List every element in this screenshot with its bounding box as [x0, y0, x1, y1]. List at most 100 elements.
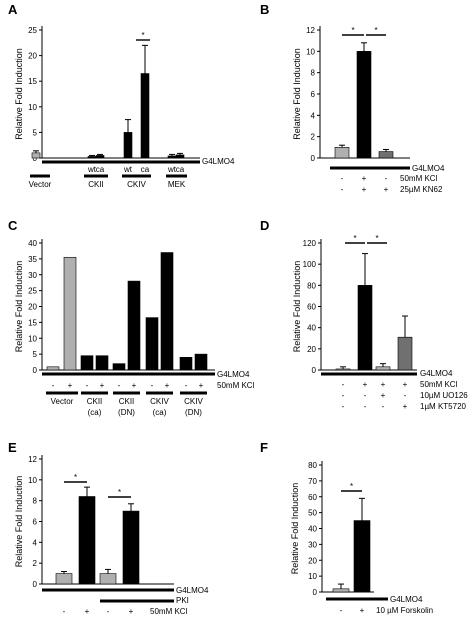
bar [127, 280, 141, 371]
sign-label: - [342, 380, 345, 389]
sign-label: - [63, 607, 66, 616]
y-tick-label: 10 [28, 103, 37, 112]
y-tick-label: 30 [308, 540, 317, 549]
group-bar [180, 391, 207, 395]
row-label: 1µM KT5720 [420, 402, 467, 411]
y-tick-label: 80 [308, 461, 317, 470]
bar [63, 256, 77, 371]
group-label: (DN) [185, 408, 202, 417]
y-tick-label: 15 [28, 318, 37, 327]
variant-label: wt [167, 165, 177, 174]
bar [95, 155, 105, 159]
bar [123, 132, 133, 159]
y-tick-label: 12 [306, 26, 315, 35]
sign-label: - [151, 381, 154, 390]
group-label: (ca) [88, 408, 102, 417]
y-tick-label: 30 [28, 271, 37, 280]
row-label: 50mM KCl [400, 174, 438, 183]
group-label: Vector [51, 397, 74, 406]
pki-bar [100, 599, 174, 603]
row-label: 50mM KCl [217, 381, 255, 390]
y-tick-label: 0 [33, 366, 38, 375]
y-tick-label: 4 [311, 111, 316, 120]
sign-label: - [385, 174, 388, 183]
row-label: G4LMO4 [412, 164, 445, 173]
variant-label: ca [96, 165, 105, 174]
y-tick-label: 20 [28, 52, 37, 61]
sign-label: + [199, 381, 204, 390]
group-bar [84, 174, 108, 178]
bar [167, 155, 177, 159]
bar [160, 252, 174, 371]
sign-label: - [342, 391, 345, 400]
y-tick-label: 12 [28, 455, 37, 464]
group-bar [46, 391, 78, 395]
group-bar [146, 391, 173, 395]
group-bar [30, 174, 50, 178]
bar [99, 573, 117, 585]
y-tick-label: 60 [308, 493, 317, 502]
y-axis-label: Relative Fold Induction [14, 261, 24, 353]
y-tick-label: 20 [308, 556, 317, 565]
row-label: 50mM KCl [420, 380, 458, 389]
bar [78, 496, 96, 585]
y-tick-label: 25 [28, 26, 37, 35]
group-bar [166, 174, 187, 178]
bar [179, 356, 193, 371]
g4lmo4-bar [42, 160, 200, 164]
panel-label-a: A [8, 2, 18, 17]
g4lmo4-bar [42, 588, 174, 592]
sign-label: + [363, 380, 368, 389]
group-label: CKIV [150, 397, 169, 406]
row-label: 25µM KN62 [400, 185, 443, 194]
row-label: G4LMO4 [176, 586, 209, 595]
group-label: CKII [87, 397, 103, 406]
group-bar [81, 391, 108, 395]
row-label: 10 µM Forskolin [376, 606, 433, 615]
significance-star: * [351, 26, 354, 35]
sign-label: - [364, 391, 367, 400]
bar [335, 368, 351, 371]
group-label: CKII [119, 397, 135, 406]
y-tick-label: 0 [311, 154, 316, 163]
sign-label: - [340, 606, 343, 615]
y-tick-label: 15 [28, 77, 37, 86]
group-label: CKIV [127, 180, 146, 189]
sign-label: + [165, 381, 170, 390]
sign-label: + [381, 380, 386, 389]
group-label: Vector [29, 180, 52, 189]
y-axis-label: Relative Fold Induction [292, 261, 302, 353]
bar [46, 366, 60, 371]
panel-label-c: C [8, 218, 18, 233]
bar [356, 51, 372, 159]
significance-star: * [74, 473, 77, 482]
group-label: (ca) [153, 408, 167, 417]
sign-label: - [341, 174, 344, 183]
y-tick-label: 0 [33, 580, 38, 589]
bar [378, 151, 394, 159]
y-axis-label: Relative Fold Induction [14, 476, 24, 568]
significance-star: * [375, 234, 378, 243]
sign-label: - [118, 381, 121, 390]
bar [334, 147, 350, 159]
y-axis-label: Relative Fold Induction [292, 48, 302, 140]
y-tick-label: 0 [33, 154, 38, 163]
y-tick-label: 10 [308, 572, 317, 581]
sign-label: - [86, 381, 89, 390]
y-tick-label: 8 [311, 69, 316, 78]
row-label: G4LMO4 [420, 369, 453, 378]
y-tick-label: 10 [306, 47, 315, 56]
y-tick-label: 6 [33, 518, 38, 527]
sign-label: - [364, 402, 367, 411]
bar [353, 520, 371, 593]
sign-label: + [403, 380, 408, 389]
y-tick-label: 0 [313, 588, 318, 597]
variant-label: wt [123, 165, 133, 174]
y-axis-label: Relative Fold Induction [14, 48, 24, 140]
bar [87, 156, 97, 159]
sign-label: - [185, 381, 188, 390]
significance-star: * [374, 26, 377, 35]
y-tick-label: 8 [33, 497, 38, 506]
significance-star: * [141, 31, 144, 40]
